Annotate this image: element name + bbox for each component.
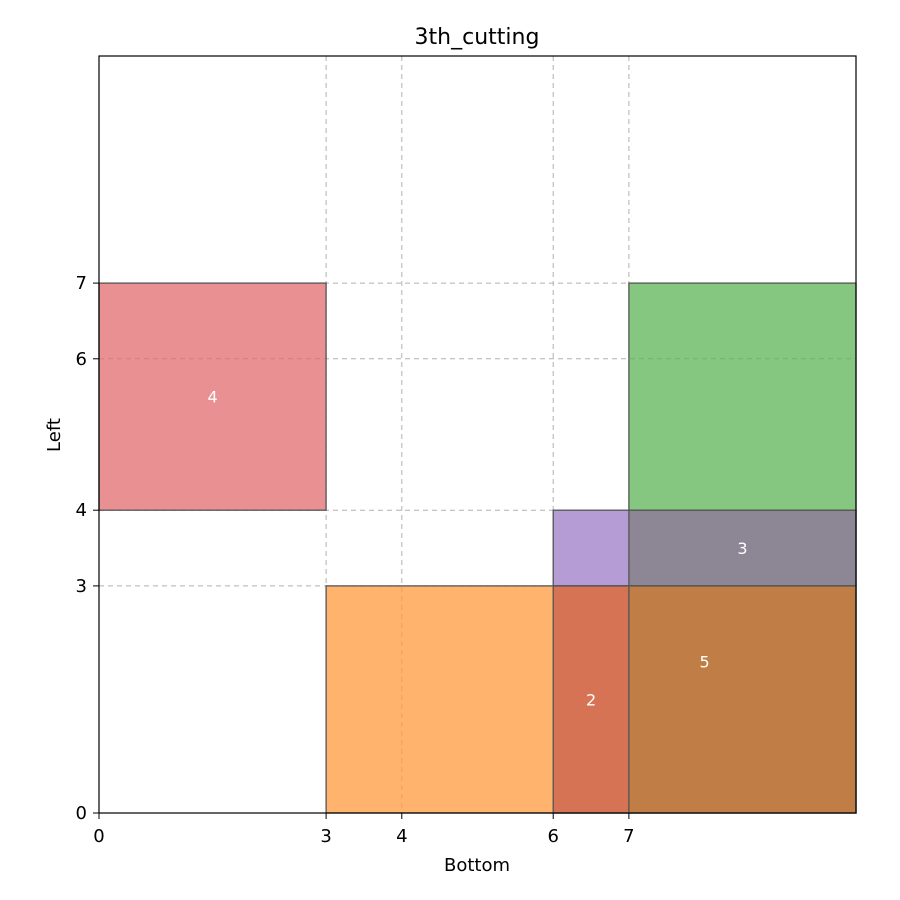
x-axis-ticks: 0 3 4 6 7 bbox=[93, 813, 635, 847]
y-tick-label-3: 6 bbox=[76, 349, 87, 370]
rectangles-layer bbox=[98, 282, 857, 814]
x-tick-label-2: 4 bbox=[396, 826, 407, 847]
rect-1 bbox=[628, 282, 857, 511]
rect-label-0: 4 bbox=[207, 388, 217, 407]
y-tick-label-2: 4 bbox=[76, 500, 87, 521]
y-tick-label-0: 0 bbox=[76, 803, 87, 824]
plot-frame bbox=[98, 55, 857, 814]
y-tick-label-1: 3 bbox=[76, 576, 87, 597]
x-tick-label-3: 6 bbox=[547, 826, 558, 847]
rect-label-4: 3 bbox=[737, 539, 747, 558]
rect-label-6: 5 bbox=[700, 653, 710, 672]
y-axis-ticks: 0 3 4 6 7 bbox=[76, 273, 99, 824]
rectangle-labels: 4 3 2 5 bbox=[207, 388, 747, 710]
rect-label-5: 2 bbox=[586, 690, 596, 709]
rect-4 bbox=[628, 509, 857, 587]
x-axis-label: Bottom bbox=[444, 855, 510, 876]
rect-0 bbox=[98, 282, 327, 511]
y-axis-label: Left bbox=[44, 418, 65, 452]
x-tick-label-4: 7 bbox=[623, 826, 634, 847]
chart-title: 3th_cutting bbox=[415, 25, 540, 50]
x-tick-label-0: 0 bbox=[93, 826, 104, 847]
y-tick-label-4: 7 bbox=[76, 273, 87, 294]
rect-6 bbox=[628, 585, 857, 814]
x-tick-label-1: 3 bbox=[320, 826, 331, 847]
